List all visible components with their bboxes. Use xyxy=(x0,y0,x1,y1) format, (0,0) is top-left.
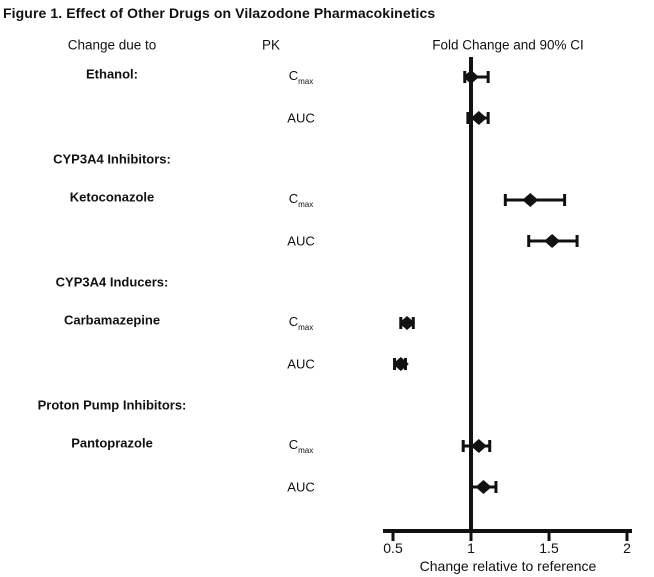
point-estimate-diamond xyxy=(392,357,409,371)
x-tick-label: 2 xyxy=(623,540,631,556)
pk-metric-label: AUC xyxy=(287,233,315,249)
pk-metric-label: Cmax xyxy=(288,437,314,455)
drug-label: Carbamazepine xyxy=(63,312,161,328)
drug-label: Ethanol: xyxy=(86,66,138,82)
pk-metric-label: AUC xyxy=(287,479,315,495)
figure-title: Figure 1. Effect of Other Drugs on Vilaz… xyxy=(3,5,436,21)
drug-label: Ketoconazole xyxy=(69,189,155,205)
point-estimate-diamond xyxy=(475,480,492,494)
point-estimate-diamond xyxy=(544,234,561,248)
column-header-fold-change: Fold Change and 90% CI xyxy=(432,37,584,53)
pk-metric-label: Cmax xyxy=(288,191,314,209)
group-header-label: Proton Pump Inhibitors: xyxy=(37,397,187,413)
pk-metric-label: AUC xyxy=(287,356,315,372)
x-tick-label: 1.5 xyxy=(539,540,559,556)
point-estimate-diamond xyxy=(399,316,416,330)
group-header-label: CYP3A4 Inducers: xyxy=(55,274,169,290)
column-header-change-due-to: Change due to xyxy=(67,37,157,53)
point-estimate-diamond xyxy=(522,193,539,207)
pk-metric-label: Cmax xyxy=(288,68,314,86)
column-header-pk: PK xyxy=(261,37,281,53)
point-estimate-diamond xyxy=(470,111,487,125)
pk-metric-label: Cmax xyxy=(288,314,314,332)
drug-label: Pantoprazole xyxy=(71,435,153,451)
x-tick-label: 1 xyxy=(467,540,475,556)
point-estimate-diamond xyxy=(463,70,479,84)
pk-metric-label: AUC xyxy=(287,110,315,126)
group-header-label: CYP3A4 Inhibitors: xyxy=(53,151,171,167)
x-axis-label: Change relative to reference xyxy=(419,558,597,574)
point-estimate-diamond xyxy=(470,439,487,453)
x-tick-label: 0.5 xyxy=(383,540,403,556)
